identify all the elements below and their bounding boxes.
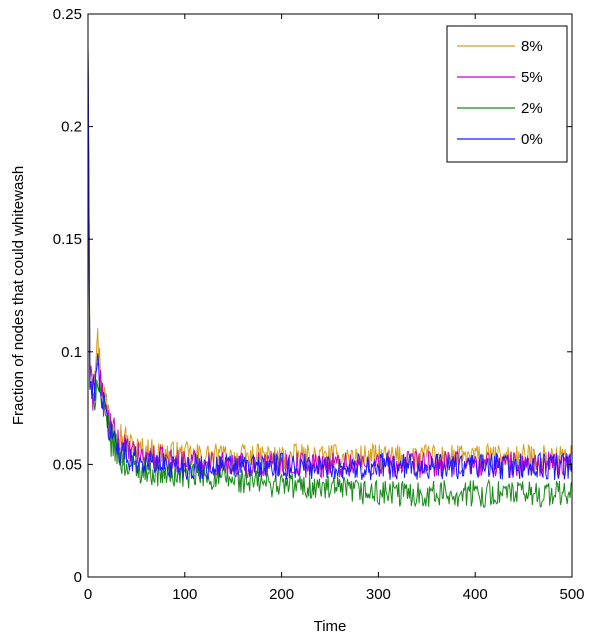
x-tick-label: 300 xyxy=(366,586,391,603)
series-line-1 xyxy=(87,47,573,479)
y-tick-label: 0.2 xyxy=(61,119,82,136)
x-tick-label: 100 xyxy=(172,586,197,603)
y-tick-label: 0.25 xyxy=(53,6,82,23)
y-tick-label: 0.05 xyxy=(53,456,82,473)
legend-label: 5% xyxy=(521,69,543,86)
x-tick-label: 500 xyxy=(559,586,584,603)
legend-label: 0% xyxy=(521,131,543,148)
y-tick-label: 0.15 xyxy=(53,231,82,248)
legend-label: 8% xyxy=(521,38,543,55)
legend-label: 2% xyxy=(521,100,543,117)
x-axis-label: Time xyxy=(314,618,347,635)
x-tick-label: 400 xyxy=(463,586,488,603)
series-line-3 xyxy=(87,47,573,481)
series-layer xyxy=(87,47,573,508)
series-line-2 xyxy=(87,47,573,508)
y-tick-label: 0 xyxy=(74,569,82,586)
y-tick-label: 0.1 xyxy=(61,344,82,361)
y-axis-label: Fraction of nodes that could whitewash xyxy=(10,166,27,425)
x-tick-label: 200 xyxy=(269,586,294,603)
plot-frame xyxy=(87,13,573,578)
legend: 8% 5% 2% 0% xyxy=(446,25,568,163)
x-tick-label: 0 xyxy=(84,586,92,603)
tick-layer: 0 100 200 300 400 500 0 0.05 0.1 0.15 0.2 0.25 xyxy=(53,6,585,603)
